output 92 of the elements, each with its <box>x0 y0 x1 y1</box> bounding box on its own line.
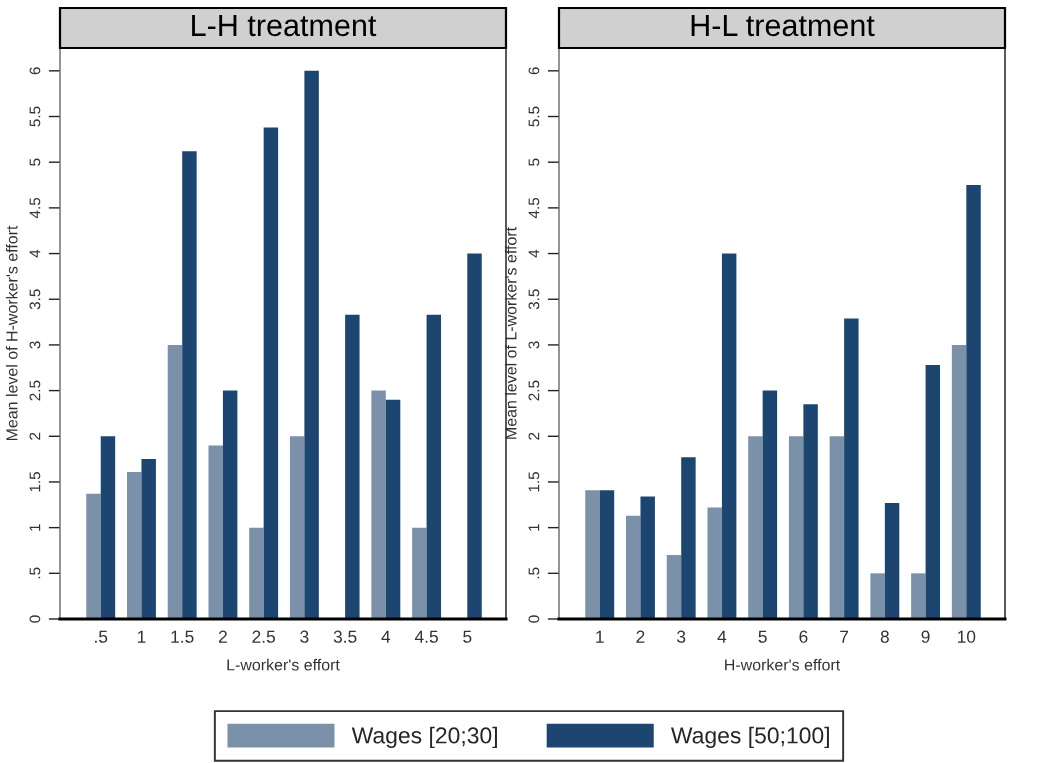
y-tick-label: 0 <box>528 615 540 623</box>
legend-label: Wages [50;100] <box>671 726 829 749</box>
y-tick-label: 0 <box>29 615 41 623</box>
y-axis-title: Mean level of L-worker's effort <box>504 227 517 439</box>
bar <box>208 445 223 619</box>
y-tick-label: 3 <box>29 341 41 349</box>
chart-title: L-H treatment <box>192 14 377 37</box>
x-axis-title: L-worker's effort <box>227 658 340 671</box>
y-tick-label: 2.5 <box>29 380 41 401</box>
bar <box>467 253 482 619</box>
y-tick-label: 5.5 <box>29 106 41 127</box>
y-tick-label: 1 <box>29 524 41 531</box>
x-tick-label: 5 <box>463 630 472 643</box>
bar <box>844 318 859 619</box>
bar <box>345 314 360 619</box>
x-tick-label: 3 <box>300 630 309 643</box>
x-tick-label: 4 <box>717 630 727 643</box>
bar <box>707 507 722 619</box>
y-tick-label: .5 <box>29 567 41 579</box>
x-tick-label: 2.5 <box>252 630 275 643</box>
bar <box>666 555 682 619</box>
y-tick-label: 5.5 <box>528 106 540 127</box>
x-tick-label: 4 <box>381 630 391 643</box>
bar <box>681 457 696 619</box>
x-tick-label: 1.5 <box>171 630 194 643</box>
x-tick-label: 3.5 <box>333 630 357 643</box>
x-tick-label: 9 <box>921 630 930 643</box>
bar <box>263 127 279 619</box>
bar <box>141 459 156 619</box>
bar <box>640 496 655 619</box>
y-tick-label: 4 <box>29 249 41 258</box>
bar <box>599 490 615 619</box>
y-tick-label: 1.5 <box>29 471 41 492</box>
y-axis-title: Mean level of H-worker's effort <box>5 225 18 441</box>
x-tick-label: 2 <box>218 630 227 643</box>
bar <box>100 436 116 619</box>
bar <box>426 314 442 619</box>
y-tick-label: 3 <box>528 341 540 349</box>
y-tick-label: 3.5 <box>29 289 41 310</box>
x-tick-label: 10 <box>957 630 976 643</box>
x-tick-label: 6 <box>799 630 808 643</box>
y-tick-label: 5 <box>29 158 41 166</box>
bar <box>951 344 967 619</box>
bar <box>222 390 238 619</box>
y-tick-label: 1.5 <box>528 471 540 492</box>
bar <box>385 399 401 619</box>
y-tick-label: 6 <box>528 67 540 75</box>
y-tick-label: 2.5 <box>528 380 540 401</box>
y-tick-label: 1 <box>528 524 540 531</box>
bar <box>626 515 641 619</box>
y-tick-label: 4.5 <box>29 197 41 219</box>
x-tick-label: 3 <box>677 630 686 643</box>
x-tick-label: 1 <box>137 630 146 643</box>
bar <box>304 70 319 619</box>
bar <box>289 436 305 619</box>
bar <box>585 490 600 619</box>
y-tick-label: 4.5 <box>528 197 540 219</box>
x-tick-label: 5 <box>758 630 767 643</box>
x-tick-label: .5 <box>95 630 108 643</box>
bar <box>721 253 737 619</box>
y-tick-label: 2 <box>29 432 41 440</box>
bar <box>182 151 197 619</box>
y-tick-label: 5 <box>528 158 540 166</box>
bar <box>86 493 101 619</box>
x-tick-label: 1 <box>596 630 604 643</box>
bar <box>966 185 981 619</box>
x-tick-label: 7 <box>840 630 849 643</box>
x-tick-label: 4.5 <box>414 630 438 643</box>
bar <box>762 390 778 619</box>
x-tick-label: 2 <box>636 630 645 643</box>
bar <box>748 436 763 619</box>
x-tick-label: 8 <box>880 630 889 643</box>
legend-label: Wages [20;30] <box>351 726 497 749</box>
bar <box>249 527 264 619</box>
y-tick-label: 3.5 <box>528 289 540 310</box>
bar <box>870 573 885 619</box>
bar <box>803 404 818 619</box>
bar <box>412 527 427 619</box>
bar <box>127 471 142 619</box>
bar <box>884 502 900 619</box>
y-tick-label: .5 <box>528 567 540 579</box>
y-tick-label: 6 <box>29 67 41 75</box>
bar <box>911 573 926 619</box>
bar <box>788 436 804 619</box>
bar <box>925 365 941 619</box>
bar <box>829 436 845 619</box>
y-tick-label: 2 <box>528 432 540 440</box>
bar <box>371 390 386 619</box>
y-tick-label: 4 <box>528 249 540 258</box>
x-axis-title: H-worker's effort <box>725 658 841 671</box>
chart-title: H-L treatment <box>691 14 875 37</box>
bar <box>167 344 183 619</box>
